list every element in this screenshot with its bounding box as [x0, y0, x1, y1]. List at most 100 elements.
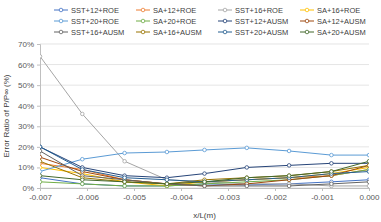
grid-line: [40, 146, 369, 147]
grid-line: [40, 64, 369, 65]
series-marker: [203, 172, 207, 176]
y-tick-label: 50%: [18, 81, 34, 90]
series: [40, 162, 369, 186]
series-line: [40, 157, 369, 186]
legend-marker: [59, 30, 63, 34]
series-marker: [40, 145, 42, 149]
x-tick: -0.005: [123, 188, 146, 202]
series: [40, 55, 369, 188]
x-tick: 0.000: [359, 188, 380, 202]
y-tick-label: 20%: [18, 143, 34, 152]
y-tick: 40%: [18, 102, 40, 111]
legend-label: SA+16+ROE: [317, 6, 360, 15]
legend-label: SST+12+ROE: [71, 6, 119, 15]
series-marker: [81, 157, 85, 161]
x-tick-label: -0.003: [217, 193, 240, 202]
series: [40, 176, 369, 188]
series-marker: [330, 182, 334, 186]
legend-label: SST+16+AUSM: [71, 28, 124, 37]
legend-label: SA+16+AUSM: [153, 28, 202, 37]
series-marker: [203, 148, 207, 152]
legend-marker: [305, 8, 309, 12]
y-tick: 70%: [18, 40, 40, 49]
series-marker: [81, 182, 85, 186]
legend-label: SST+12+AUSM: [235, 17, 288, 26]
legend-item: SA+12+ROE: [136, 6, 196, 15]
x-tick-label: -0.005: [123, 193, 146, 202]
series-marker: [40, 166, 42, 170]
y-axis: 0%10%20%30%40%50%60%70%: [18, 40, 41, 193]
y-tick: 10%: [18, 163, 40, 172]
series-line: [40, 169, 369, 185]
y-tick-label: 40%: [18, 102, 34, 111]
x-tick-label: 0.000: [359, 193, 380, 202]
series-marker: [40, 159, 42, 163]
series-marker: [40, 55, 42, 59]
x-tick: -0.002: [264, 188, 287, 202]
x-tick-label: -0.006: [76, 193, 99, 202]
series-marker: [123, 184, 127, 188]
series-marker: [81, 168, 85, 172]
series: [40, 149, 369, 188]
series-marker: [367, 184, 369, 188]
y-tick-mark: [37, 85, 40, 86]
series-marker: [81, 112, 85, 116]
legend-label: SST+16+ROE: [235, 6, 283, 15]
legend-label: SA+20+ROE: [153, 17, 196, 26]
y-tick-mark: [37, 65, 40, 66]
series-marker: [330, 170, 334, 174]
series: [40, 159, 369, 185]
series-marker: [367, 164, 369, 168]
legend-marker: [141, 19, 145, 23]
x-axis: -0.007-0.006-0.005-0.004-0.003-0.002-0.0…: [29, 188, 380, 202]
grid-line: [40, 44, 369, 45]
series-marker: [245, 184, 249, 188]
y-tick-label: 10%: [18, 163, 34, 172]
series-marker: [123, 176, 127, 180]
x-tick-mark: [275, 188, 276, 191]
y-tick-mark: [37, 188, 40, 189]
legend-item: SA+12+AUSM: [300, 17, 366, 26]
series-marker: [367, 180, 369, 184]
legend-item: SST+16+ROE: [218, 6, 283, 15]
x-tick-mark: [369, 188, 370, 191]
series-marker: [81, 168, 85, 172]
series-marker: [40, 149, 42, 153]
legend-label: SST+20+AUSM: [235, 28, 288, 37]
series-marker: [165, 182, 169, 186]
x-tick: -0.003: [217, 188, 240, 202]
series-marker: [81, 182, 85, 186]
y-tick-mark: [37, 147, 40, 148]
y-axis-title: Error Ratio of P/P∞ (%): [2, 74, 11, 157]
grid-line: [40, 85, 369, 86]
legend-marker: [223, 30, 227, 34]
series: [40, 155, 369, 187]
x-tick-mark: [181, 188, 182, 191]
series-marker: [165, 182, 169, 186]
y-tick-mark: [37, 106, 40, 107]
series: [40, 145, 369, 184]
series-marker: [367, 170, 369, 174]
y-tick-mark: [37, 167, 40, 168]
x-tick-mark: [228, 188, 229, 191]
series-marker: [287, 164, 291, 168]
legend-item: SST+12+AUSM: [218, 17, 288, 26]
series-marker: [81, 178, 85, 182]
series-marker: [203, 180, 207, 184]
series-marker: [203, 184, 207, 188]
plot: -0.007-0.006-0.005-0.004-0.003-0.002-0.0…: [18, 40, 380, 202]
series-marker: [40, 155, 42, 159]
y-tick: 0%: [22, 184, 40, 193]
legend-item: SST+20+ROE: [54, 17, 119, 26]
series-marker: [123, 180, 127, 184]
series-marker: [40, 180, 42, 184]
legend-item: SA+16+ROE: [300, 6, 360, 15]
chart: -0.007-0.006-0.005-0.004-0.003-0.002-0.0…: [0, 0, 381, 222]
legend-item: SST+16+AUSM: [54, 28, 124, 37]
series-marker: [123, 151, 127, 155]
grid-line: [40, 126, 369, 127]
legend-marker: [141, 30, 145, 34]
series-marker: [203, 180, 207, 184]
legend-item: SST+20+AUSM: [218, 28, 288, 37]
y-tick-label: 70%: [18, 40, 34, 49]
